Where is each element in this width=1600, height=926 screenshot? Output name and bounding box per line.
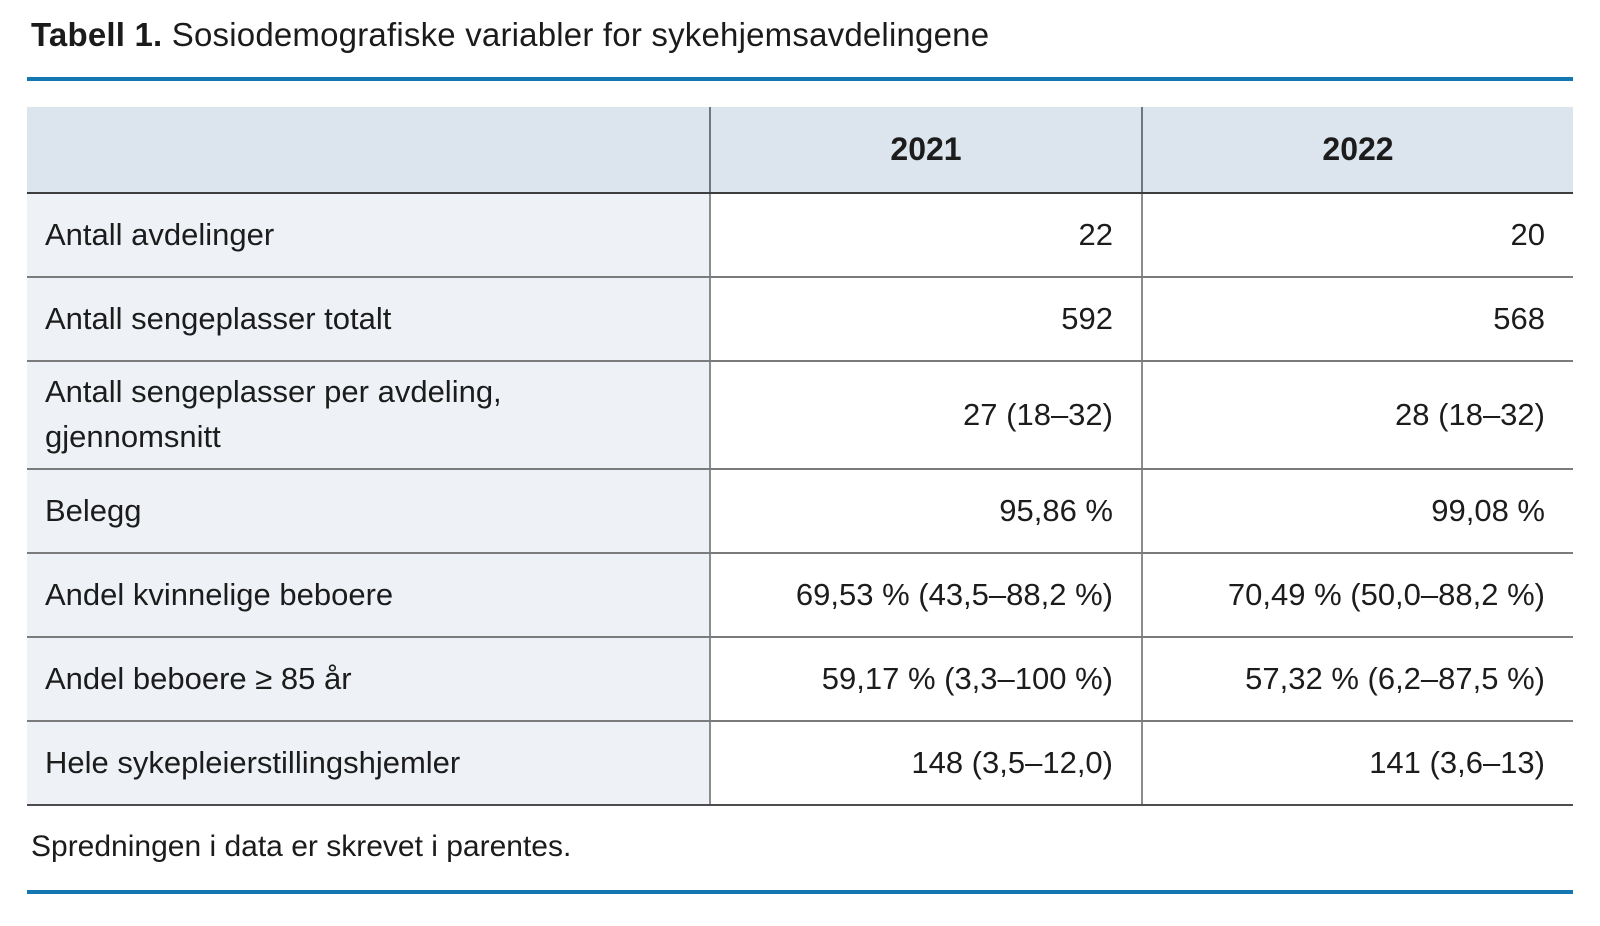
row-label: Belegg — [27, 469, 710, 555]
row-value-2021: 592 — [709, 277, 1142, 363]
row-value-2022: 141 (3,6–13) — [1141, 721, 1573, 807]
table-row: Antall sengeplasser totalt 592 568 — [27, 277, 1573, 363]
row-value-2022: 99,08 % — [1141, 469, 1573, 555]
row-label: Hele sykepleierstillingshjemler — [27, 721, 710, 807]
row-label: Antall avdelinger — [27, 193, 710, 279]
row-value-2021: 22 — [709, 193, 1142, 279]
table-row: Belegg 95,86 % 99,08 % — [27, 469, 1573, 555]
sociodemographic-table: 2021 2022 Antall avdelinger 22 20 Antall… — [27, 107, 1573, 807]
row-label: Andel kvinnelige beboere — [27, 553, 710, 639]
row-value-2022: 57,32 % (6,2–87,5 %) — [1141, 637, 1573, 723]
row-label: Antall sengeplasser totalt — [27, 277, 710, 363]
table-footnote: Spredningen i data er skrevet i parentes… — [31, 830, 572, 864]
row-value-2022: 568 — [1141, 277, 1573, 363]
row-value-2022: 20 — [1141, 193, 1573, 279]
row-value-2021: 148 (3,5–12,0) — [709, 721, 1142, 807]
row-label: Antall sengeplasser per avdeling, gjenno… — [27, 361, 710, 471]
header-cell-empty — [27, 107, 710, 195]
row-value-2021: 27 (18–32) — [709, 361, 1142, 471]
bottom-accent-rule — [27, 890, 1573, 895]
row-label: Andel beboere ≥ 85 år — [27, 637, 710, 723]
row-value-2021: 69,53 % (43,5–88,2 %) — [709, 553, 1142, 639]
table-row: Andel beboere ≥ 85 år 59,17 % (3,3–100 %… — [27, 637, 1573, 723]
row-value-2021: 59,17 % (3,3–100 %) — [709, 637, 1142, 723]
table-row: Andel kvinnelige beboere 69,53 % (43,5–8… — [27, 553, 1573, 639]
table-row: Antall sengeplasser per avdeling, gjenno… — [27, 361, 1573, 471]
table-title-text: Sosiodemografiske variabler for sykehjem… — [162, 16, 990, 53]
table-title: Tabell 1. Sosiodemografiske variabler fo… — [31, 14, 1573, 55]
table-row: Antall avdelinger 22 20 — [27, 193, 1573, 279]
header-cell-2022: 2022 — [1141, 107, 1573, 195]
row-value-2022: 28 (18–32) — [1141, 361, 1573, 471]
row-value-2022: 70,49 % (50,0–88,2 %) — [1141, 553, 1573, 639]
table-row: Hele sykepleierstillingshjemler 148 (3,5… — [27, 721, 1573, 807]
top-accent-rule — [27, 77, 1573, 82]
row-value-2021: 95,86 % — [709, 469, 1142, 555]
table-title-number: Tabell 1. — [31, 16, 163, 53]
table-header-row: 2021 2022 — [27, 107, 1573, 195]
header-cell-2021: 2021 — [709, 107, 1142, 195]
